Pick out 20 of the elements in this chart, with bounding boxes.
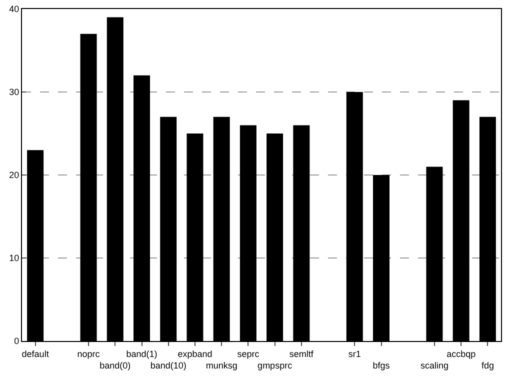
y-tick-label: 20	[9, 170, 20, 180]
y-tick-label: 40	[9, 4, 20, 14]
x-tick-label: semltf	[289, 348, 314, 359]
x-tick-label: sr1	[348, 348, 361, 359]
x-tick-label: gmpsprc	[258, 360, 293, 370]
x-tick-label: default	[22, 348, 50, 359]
x-tick-label: scaling	[420, 360, 448, 370]
x-tick-label: expband	[178, 348, 212, 359]
x-tick-label: accbqp	[446, 348, 476, 359]
x-tick-label: fdg	[481, 360, 494, 370]
y-tick-label: 30	[9, 87, 20, 98]
x-tick-label: munksg	[206, 360, 238, 370]
y-tick-label: 10	[9, 253, 20, 264]
x-tick-label: band(1)	[126, 348, 158, 359]
x-tick-label: band(10)	[150, 360, 186, 370]
x-tick-label: bfgs	[372, 360, 390, 370]
x-tick-label: seprc	[237, 348, 260, 359]
y-tick-label: 0	[14, 336, 20, 346]
x-tick-label: noprc	[77, 348, 100, 359]
x-tick-label: band(0)	[100, 360, 131, 370]
